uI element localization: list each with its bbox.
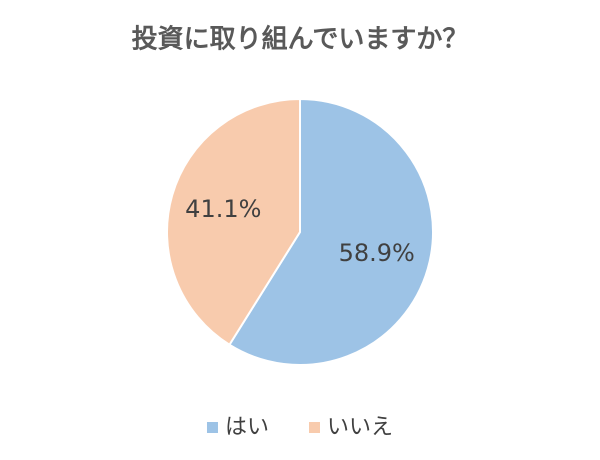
data-label: 58.9% (339, 239, 415, 267)
pie-slice (166, 97, 301, 347)
pie-slice (228, 97, 434, 366)
chart-title: 投資に取り組んでいますか？ (132, 24, 469, 55)
legend-marker (309, 422, 320, 433)
legend-label: はい (225, 415, 269, 440)
legend-marker (206, 422, 218, 433)
data-label: 41.1% (185, 195, 261, 223)
legend-label: いいえ (327, 415, 393, 440)
